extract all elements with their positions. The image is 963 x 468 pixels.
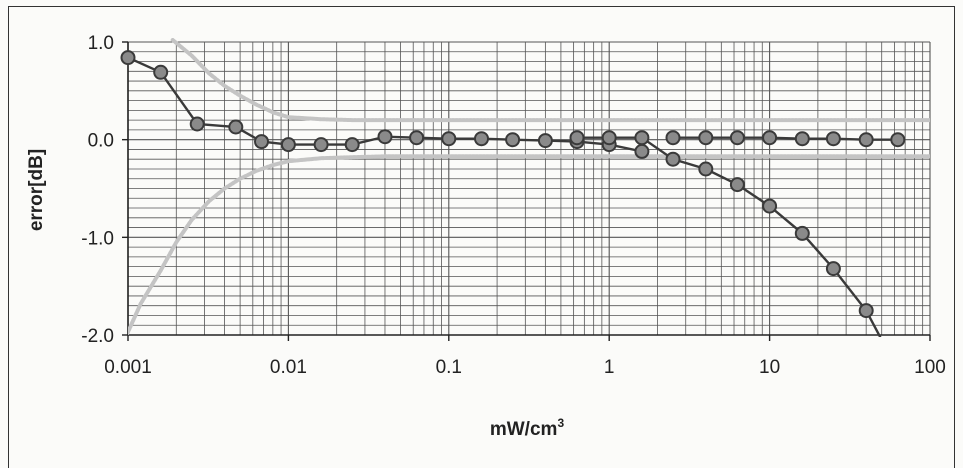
series-3-point xyxy=(729,130,745,146)
y-tick-label: 0.0 xyxy=(88,131,114,152)
series-3-point xyxy=(794,131,810,147)
series-1-point xyxy=(634,143,650,159)
series-lines xyxy=(128,56,898,337)
x-axis-title-text: mW/cm xyxy=(490,419,558,440)
x-tick-label: 0.1 xyxy=(436,357,462,378)
series-2-point xyxy=(569,130,585,146)
x-tick-label: 100 xyxy=(914,357,946,378)
y-tick-label: -1.0 xyxy=(81,228,114,249)
series-3-point xyxy=(890,132,906,148)
series-1-point xyxy=(441,131,457,147)
y-tick-label: 1.0 xyxy=(88,33,114,54)
grid xyxy=(127,41,931,336)
series-1-point xyxy=(254,134,269,150)
series-2-point xyxy=(729,177,745,193)
y-tick-label: -2.0 xyxy=(81,326,114,347)
series-1-point xyxy=(505,132,521,148)
series-1-point xyxy=(409,130,425,146)
series-1-point xyxy=(377,129,393,145)
y-axis-title: error[dB] xyxy=(26,149,47,231)
x-tick-label: 0.001 xyxy=(104,357,152,378)
limit-curve-upper xyxy=(170,38,930,123)
series-1-point xyxy=(153,64,169,80)
series-1-point xyxy=(228,119,244,135)
series-2-point xyxy=(665,151,681,167)
chart-frame xyxy=(8,6,955,468)
x-axis-title-superscript: 3 xyxy=(557,416,564,430)
series-3-point xyxy=(762,130,778,146)
x-tick-labels: 0.001 0.01 0.1 1 10 100 xyxy=(104,335,946,378)
series-3-point xyxy=(825,131,841,147)
series-3-point xyxy=(665,130,681,146)
y-tick-labels: 1.0 0.0 -1.0 -2.0 xyxy=(81,33,128,347)
series-2-point xyxy=(858,303,874,319)
series-2-point xyxy=(825,261,841,277)
series-1-point xyxy=(344,137,360,153)
series-1-point xyxy=(474,131,489,147)
x-tick-label: 1 xyxy=(604,357,615,378)
x-axis-title: mW/cm3 xyxy=(490,416,565,440)
series-2-point xyxy=(601,130,617,146)
series-1-point xyxy=(189,116,205,132)
series-markers xyxy=(120,50,906,319)
series-2-point xyxy=(634,130,650,146)
series-1-point xyxy=(120,50,136,66)
series-1-point xyxy=(313,137,329,153)
limit-curves xyxy=(128,38,930,337)
series-3-point xyxy=(698,130,714,146)
series-3-point xyxy=(858,132,874,148)
limit-curve-lower xyxy=(128,154,930,337)
series-2-point xyxy=(794,225,810,241)
series-1-point xyxy=(537,133,553,149)
series-1-point xyxy=(280,137,296,153)
series-2-point xyxy=(698,161,714,177)
x-tick-label: 10 xyxy=(759,357,780,378)
series-2-point xyxy=(762,198,778,214)
x-tick-label: 0.01 xyxy=(270,357,307,378)
series-line-2 xyxy=(577,136,882,337)
